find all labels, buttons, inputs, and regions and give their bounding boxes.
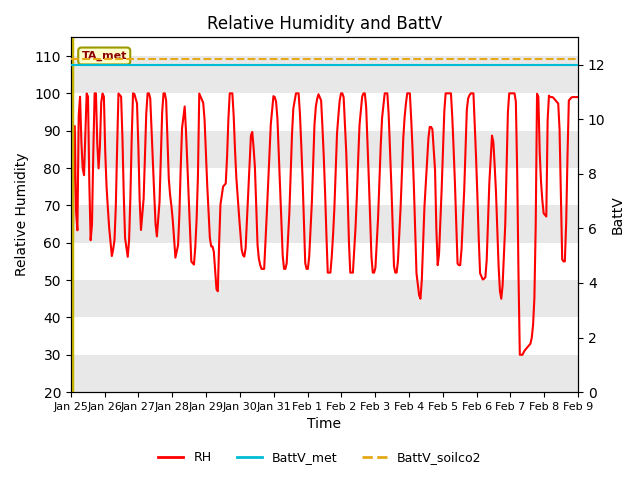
Bar bbox=[71, 205, 578, 243]
X-axis label: Time: Time bbox=[307, 418, 341, 432]
Legend: RH, BattV_met, BattV_soilco2: RH, BattV_met, BattV_soilco2 bbox=[154, 446, 486, 469]
Bar bbox=[71, 355, 578, 392]
Title: Relative Humidity and BattV: Relative Humidity and BattV bbox=[207, 15, 442, 33]
Y-axis label: BattV: BattV bbox=[611, 195, 625, 234]
Bar bbox=[71, 280, 578, 317]
Y-axis label: Relative Humidity: Relative Humidity bbox=[15, 153, 29, 276]
Bar bbox=[71, 56, 578, 93]
Bar bbox=[71, 131, 578, 168]
Text: TA_met: TA_met bbox=[81, 51, 127, 61]
